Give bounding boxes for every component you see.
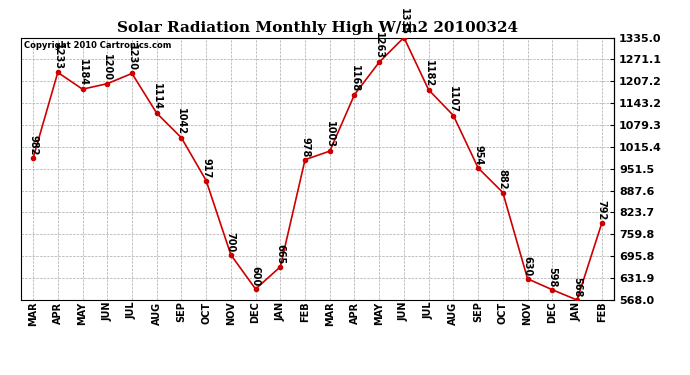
Text: 917: 917: [201, 158, 211, 178]
Text: 1107: 1107: [448, 86, 458, 113]
Text: 954: 954: [473, 145, 483, 165]
Text: 882: 882: [498, 169, 508, 190]
Text: 1182: 1182: [424, 60, 433, 87]
Text: 1233: 1233: [53, 43, 63, 70]
Text: 1003: 1003: [325, 122, 335, 148]
Text: Copyright 2010 Cartronics.com: Copyright 2010 Cartronics.com: [23, 42, 171, 51]
Text: 1114: 1114: [152, 83, 161, 110]
Text: 792: 792: [597, 200, 607, 220]
Text: 700: 700: [226, 232, 236, 252]
Text: 665: 665: [275, 244, 285, 264]
Text: 1230: 1230: [127, 44, 137, 70]
Text: 598: 598: [547, 267, 558, 287]
Text: 1168: 1168: [350, 65, 359, 92]
Text: 1200: 1200: [102, 54, 112, 81]
Text: 1184: 1184: [77, 59, 88, 86]
Text: 1335: 1335: [399, 8, 409, 35]
Text: 1042: 1042: [177, 108, 186, 135]
Text: 1263: 1263: [374, 32, 384, 59]
Text: 978: 978: [300, 136, 310, 157]
Text: 600: 600: [250, 266, 261, 286]
Text: 630: 630: [522, 256, 533, 276]
Text: 982: 982: [28, 135, 38, 156]
Title: Solar Radiation Monthly High W/m2 20100324: Solar Radiation Monthly High W/m2 201003…: [117, 21, 518, 35]
Text: 568: 568: [572, 277, 582, 297]
